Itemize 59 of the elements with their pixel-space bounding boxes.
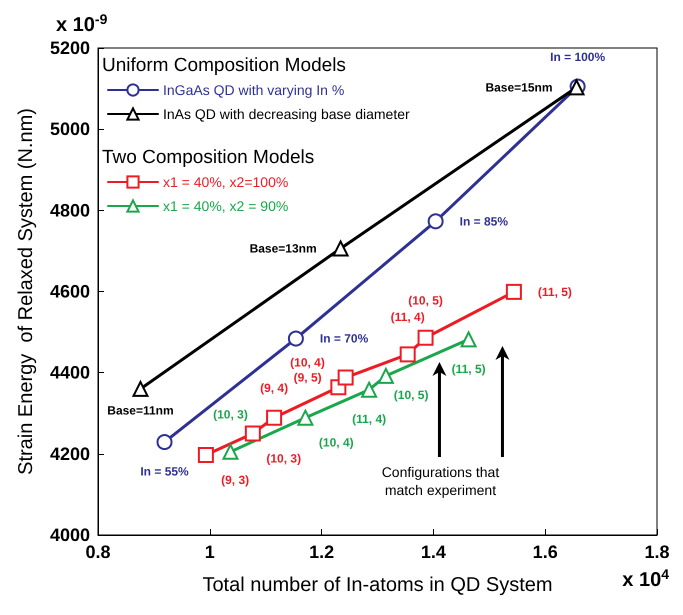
x-tick-label: 1 bbox=[204, 542, 215, 562]
annotation: (9, 4) bbox=[260, 381, 288, 396]
annotation: (9, 3) bbox=[221, 473, 250, 488]
annotation: Base=15nm bbox=[485, 80, 553, 94]
point bbox=[244, 426, 261, 442]
point bbox=[460, 331, 477, 348]
point bbox=[332, 240, 349, 256]
annotation: (11, 5) bbox=[538, 284, 572, 299]
point bbox=[156, 434, 173, 450]
annotation: In = 55% bbox=[140, 464, 190, 479]
annotation: Base=11nm bbox=[107, 403, 174, 418]
annotation: Uniform Composition Models bbox=[102, 55, 346, 76]
point bbox=[132, 380, 148, 397]
x-tick-label: 1.8 bbox=[644, 542, 670, 562]
annotation: In = 70% bbox=[320, 332, 369, 346]
y-axis-title: Strain Energy of Relaxed System (N.nm) bbox=[15, 108, 37, 475]
point bbox=[297, 410, 314, 426]
legend-label: x1 = 40%, x2 = 90% bbox=[163, 198, 288, 214]
annotation: (10, 3) bbox=[266, 452, 302, 466]
annotation: Base=13nm bbox=[250, 241, 317, 256]
annotation: Two Composition Models bbox=[102, 147, 314, 168]
x-tick-label: 1.4 bbox=[420, 542, 446, 562]
y-tick-label: 4400 bbox=[50, 362, 90, 383]
annotation: In = 85% bbox=[460, 214, 508, 228]
x-tick-label: 1.6 bbox=[532, 542, 558, 562]
x-tick-label: 1.2 bbox=[309, 542, 334, 562]
point bbox=[338, 370, 354, 386]
y-tick-label: 4200 bbox=[50, 444, 90, 464]
point bbox=[222, 444, 238, 460]
point bbox=[288, 330, 304, 347]
point bbox=[506, 284, 522, 300]
annotation: (10, 3) bbox=[213, 407, 248, 422]
point bbox=[428, 213, 444, 230]
annotation: (10, 5) bbox=[394, 388, 428, 402]
point bbox=[266, 410, 282, 426]
annotation: (11, 5) bbox=[452, 362, 486, 376]
annotation: (10, 5) bbox=[408, 293, 443, 308]
y-tick-label: 4800 bbox=[50, 200, 90, 220]
annotation: (10, 4) bbox=[290, 355, 325, 370]
point bbox=[378, 368, 394, 384]
annotation: Configurations that match experiment bbox=[382, 464, 500, 498]
annotation: (9, 5) bbox=[294, 370, 322, 385]
y-tick-label: 5200 bbox=[50, 38, 90, 58]
x-axis-title: Total number of In-atoms in QD System bbox=[202, 574, 553, 596]
point bbox=[418, 330, 434, 346]
legend-label: InAs QD with decreasing base diameter bbox=[163, 106, 410, 122]
legend-label: InGaAs QD with varying In % bbox=[163, 82, 344, 98]
x-tick-label: 0.8 bbox=[85, 542, 111, 562]
point bbox=[198, 447, 214, 464]
y-tick-label: 4600 bbox=[50, 282, 90, 302]
y-tick-label: 4000 bbox=[50, 525, 90, 545]
legend-label: x1 = 40%, x2=100% bbox=[163, 174, 288, 190]
annotation: (11, 4) bbox=[390, 310, 425, 324]
point bbox=[400, 346, 416, 362]
annotation: (10, 4) bbox=[318, 436, 354, 450]
y-tick-label: 5000 bbox=[50, 119, 90, 140]
annotation: In = 100% bbox=[550, 50, 606, 64]
annotation: (11, 4) bbox=[352, 412, 386, 426]
point bbox=[361, 382, 378, 398]
